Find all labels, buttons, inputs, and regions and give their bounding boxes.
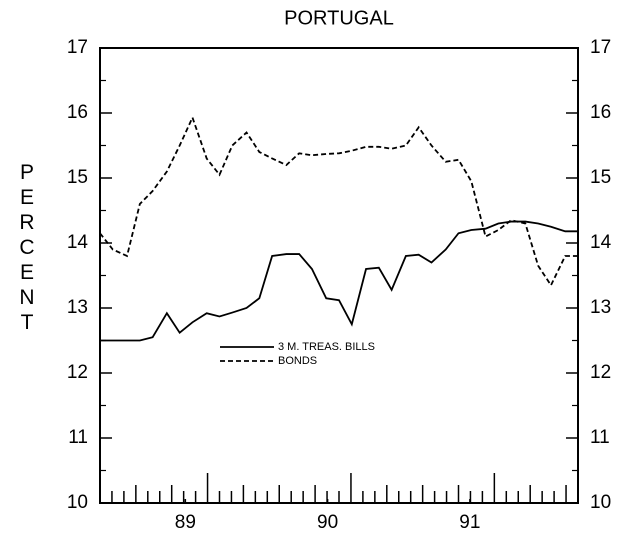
legend-label: BONDS <box>278 355 317 367</box>
y-tick-label: 16 <box>67 102 88 123</box>
series-line <box>99 115 578 288</box>
legend-label: 3 M. TREAS. BILLS <box>278 341 375 353</box>
y2-tick-label: 11 <box>590 427 610 448</box>
y-tick-label: 15 <box>67 167 88 188</box>
y2-tick-label: 10 <box>590 492 611 513</box>
y-tick-label: 10 <box>67 492 88 513</box>
y2-tick-label: 12 <box>590 362 611 383</box>
x-tick-label: 90 <box>317 512 338 533</box>
y2-tick-label: 15 <box>590 167 611 188</box>
y2-tick-label: 16 <box>590 102 611 123</box>
y2-tick-label: 14 <box>590 232 612 253</box>
y2-tick-label: 17 <box>590 37 611 58</box>
y-axis-label: PER CENT <box>19 161 35 334</box>
y-tick-label: 14 <box>67 232 89 253</box>
series-line <box>100 220 578 342</box>
y2-tick-label: 13 <box>590 297 611 318</box>
x-tick-label: 91 <box>459 512 480 533</box>
chart-title: PORTUGAL <box>284 7 394 29</box>
x-tick-label: 89 <box>175 512 196 533</box>
y-tick-label: 12 <box>67 362 88 383</box>
y-tick-label: 13 <box>67 297 88 318</box>
y-tick-label: 17 <box>67 37 88 58</box>
y-tick-label: 11 <box>68 427 88 448</box>
plot-frame <box>99 47 579 504</box>
